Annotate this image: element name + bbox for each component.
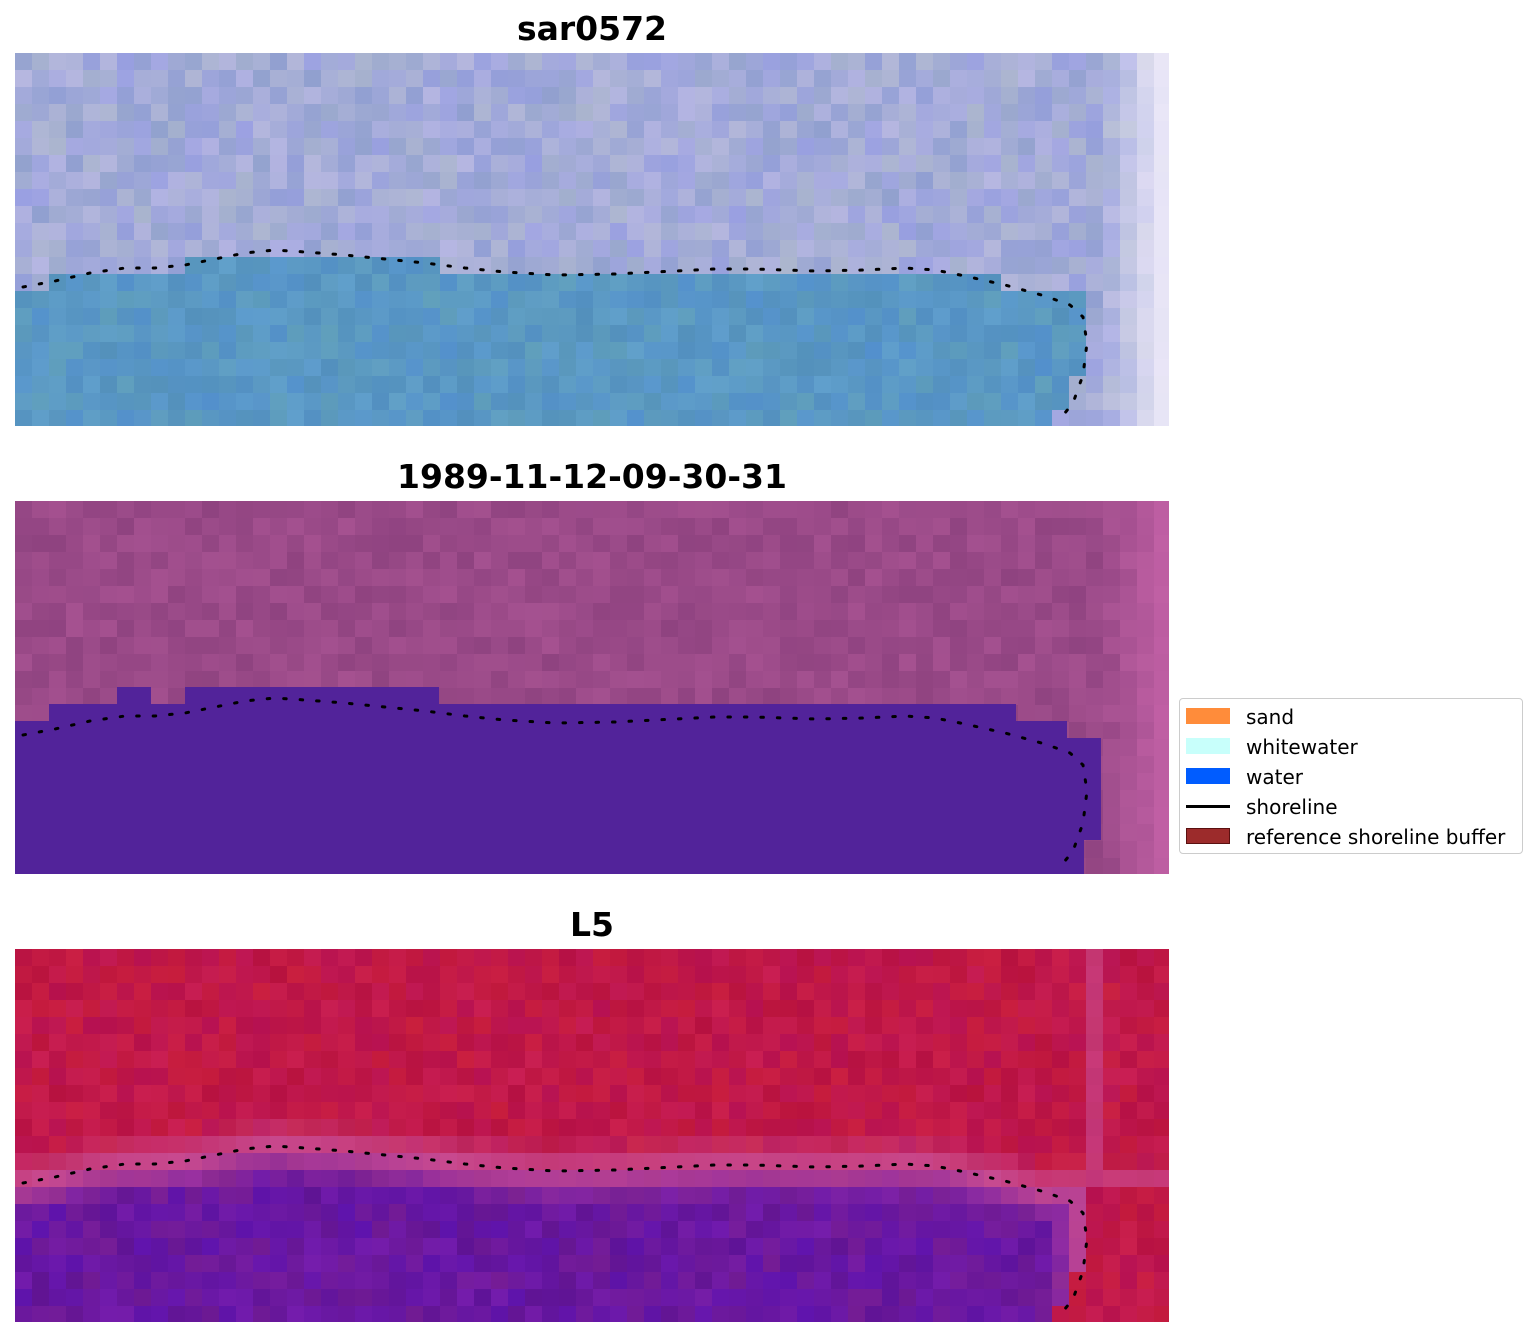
sand-swatch [1186, 708, 1230, 724]
l5-image [15, 949, 1169, 1322]
reference-buffer-swatch [1186, 828, 1230, 844]
shoreline-trace [21, 248, 1089, 421]
shoreline-trace [21, 696, 1089, 869]
legend-label-whitewater: whitewater [1246, 735, 1358, 759]
panel-title-date: 1989-11-12-09-30-31 [397, 457, 787, 496]
legend-label-water: water [1246, 765, 1303, 789]
classified-image-panel [15, 501, 1169, 874]
classified-image [15, 501, 1169, 874]
shoreline-line-swatch [1186, 805, 1230, 808]
l5-image-panel [15, 949, 1169, 1322]
legend-label-sand: sand [1246, 705, 1295, 729]
whitewater-swatch [1186, 738, 1230, 754]
legend-label-shoreline: shoreline [1246, 795, 1338, 819]
panel-title-satellite: L5 [570, 905, 614, 944]
water-swatch [1186, 768, 1230, 784]
sar-image [15, 53, 1169, 426]
legend: sand whitewater water shoreline referenc… [1179, 698, 1523, 854]
sar-image-panel [15, 53, 1169, 426]
shoreline-trace [21, 1144, 1089, 1317]
panel-title-sar: sar0572 [516, 9, 668, 48]
water-mask [15, 687, 1101, 874]
legend-label-reference-buffer: reference shoreline buffer [1246, 825, 1506, 849]
